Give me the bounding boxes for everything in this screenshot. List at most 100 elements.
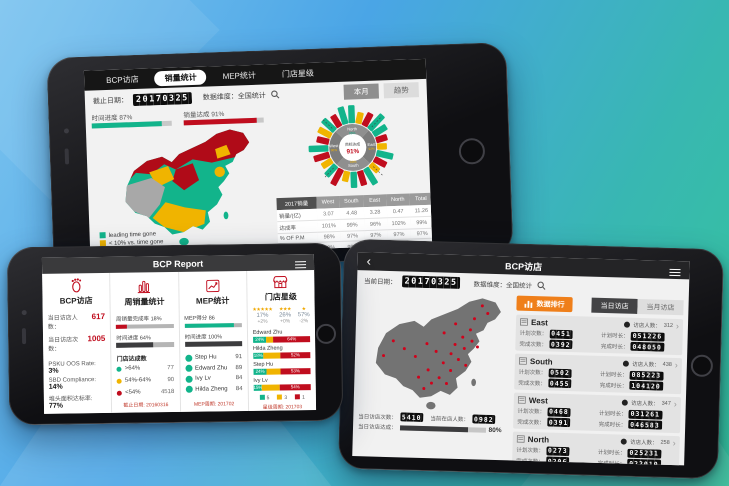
person-name: Step Hu	[253, 361, 274, 368]
store-icon	[516, 435, 525, 443]
trend-button[interactable]: 趋势	[383, 82, 419, 99]
tab-daily-visits[interactable]: 当日访店	[591, 297, 638, 314]
sales-progress: 销量达成 91%	[183, 107, 264, 126]
column-footer: MEP周期: 201702	[193, 401, 235, 408]
tab-store-rating[interactable]: 门店星级	[281, 68, 315, 79]
person-score-row: Ivy Lv 84	[185, 375, 242, 383]
tab-mep-stats[interactable]: MEP统计	[222, 70, 257, 81]
visits-stat: 当日访店次数： 1005	[48, 333, 106, 353]
quadrant-east-pct: 92%	[368, 147, 375, 151]
column-store-rating: 门店星级 ★★★★★ 17% +2% ★★★ 26% +0% ★ 57% -2% Edwar…	[247, 270, 316, 411]
person-score-row: Edward Zhu 89	[184, 364, 242, 372]
home-button[interactable]	[690, 354, 714, 378]
done-count-display: 0206	[545, 456, 570, 466]
metric: PSKU OOS Rate: 3%	[48, 361, 96, 375]
stacked-bar: 18% 52%	[253, 352, 311, 359]
menu-icon[interactable]	[294, 259, 307, 270]
people-dot-icon	[622, 399, 629, 406]
column-bcp-visits: BCP访店 当日访店人数： 617 当日访店次数： 1005 PSKU OOS Ra…	[42, 272, 113, 414]
metric: SBD Compliance: 14%	[48, 377, 97, 391]
region-card-north[interactable]: North 访店人数： 258 › 计划次数： 0273 计划时长： 025231 完成…	[511, 431, 680, 466]
radial-center-label: 目标达成	[345, 141, 360, 147]
quadrant-south-pct: 89%	[350, 160, 357, 164]
back-icon[interactable]: ‹	[366, 253, 372, 269]
quadrant-west-label: West	[329, 143, 339, 148]
quadrant-north-pct: 95%	[349, 131, 356, 135]
column-title: 门店星级	[264, 292, 297, 302]
home-button[interactable]	[458, 137, 486, 165]
tab-monthly-visits[interactable]: 当月访店	[637, 298, 684, 316]
home-button[interactable]	[315, 323, 337, 345]
plan-count-display: 0468	[546, 406, 571, 417]
footprint-icon	[71, 278, 81, 293]
person-score-row: Hilda Zheng 84	[185, 385, 243, 393]
china-choropleth-map	[123, 128, 253, 246]
plan-time-display: 051226	[630, 331, 665, 342]
column-title: MEP统计	[195, 296, 230, 306]
column-mep-stats: MEP统计 MEP得分 86 时间进度 100% Step Hu 91 Edwar…	[178, 270, 249, 412]
person-name: Ivy Lv	[253, 377, 268, 384]
visits-display: 5410	[399, 412, 424, 423]
tab-bcp-visits[interactable]: BCP访店	[106, 74, 139, 85]
chevron-right-icon: ›	[675, 321, 680, 332]
menu-icon[interactable]	[669, 267, 681, 278]
phone-sales-stats: BCP访店 销量统计 MEP统计 门店星级 截止日期： 20170325 数据维…	[46, 42, 514, 272]
person-score-row: Step Hu 91	[184, 354, 242, 362]
time-progress: 时间进度 87%	[91, 110, 172, 129]
radial-bars	[308, 105, 394, 189]
people-dot-icon	[624, 321, 631, 328]
done-count-display: 0391	[546, 417, 571, 428]
store-achievement-title: 门店达成数	[116, 356, 147, 363]
date-display: 20170325	[132, 91, 193, 106]
column-footer: 截止日期: 20160316	[123, 402, 169, 409]
region-card-south[interactable]: South 访店人数： 438 › 计划次数： 0502 计划时长： 085223 完成…	[514, 353, 683, 395]
chevron-right-icon: ›	[673, 399, 677, 410]
search-icon[interactable]	[537, 281, 546, 290]
column-title: BCP访店	[59, 296, 93, 306]
person-name: Hilda Zheng	[252, 345, 283, 352]
ranking-bars-icon	[524, 300, 533, 308]
dimension-label: 数据维度：全国统计	[202, 91, 266, 102]
plan-count-display: 0502	[548, 367, 572, 378]
legend-green-swatch	[99, 232, 106, 239]
metric: 堆头质量达标率: 85%	[49, 412, 106, 414]
mep-score-label: MEP得分 86	[184, 315, 215, 322]
data-ranking-button[interactable]: 数据排行	[516, 295, 573, 313]
instore-display: 0982	[471, 414, 496, 425]
region-name: West	[528, 395, 548, 405]
legend-row: 54%-64% 90	[116, 377, 174, 384]
done-time-display: 046583	[628, 419, 662, 430]
camera	[21, 310, 27, 316]
toolbar: 当前日期： 20170325 数据维度：全国统计	[357, 270, 689, 299]
month-button[interactable]: 本月	[343, 83, 380, 100]
region-name: South	[529, 356, 553, 367]
china-gray-map	[374, 295, 502, 410]
status-dot	[185, 385, 193, 393]
radial-target-chart: North 95% East 92% South 89% West 86% 目标…	[308, 105, 394, 189]
plan-count-display: 0273	[545, 445, 570, 456]
legend-row: >64% 77	[116, 365, 174, 372]
store-icon	[517, 396, 526, 404]
visit-period-tabs: 当日访店 当月访店	[591, 297, 684, 316]
status-dot	[184, 364, 193, 372]
visitors-stat: 当日访店人数： 617	[47, 311, 106, 331]
dimension-label: 数据维度：全国统计	[473, 281, 533, 290]
region-card-east[interactable]: East 访店人数： 312 › 计划次数： 0451 计划时长： 051226 完成次…	[515, 314, 684, 356]
radial-center-value: 91%	[346, 148, 359, 155]
done-time-display: 022010	[627, 458, 661, 466]
stacked-bar: 24% 53%	[253, 368, 311, 375]
quadrant-east-label: East	[367, 142, 376, 147]
region-card-west[interactable]: West 访店人数： 347 › 计划次数： 0468 计划时长： 031261 完成次…	[513, 392, 681, 434]
shop-icon	[273, 275, 288, 289]
tab-sales-stats[interactable]: 销量统计	[154, 69, 207, 86]
plan-time-display: 031261	[628, 409, 663, 420]
stacked-bar: 24% 64%	[252, 336, 311, 343]
phone-bcp-visits: ‹ BCP访店 当前日期： 20170325 数据维度：全国统计	[337, 238, 725, 480]
done-count-display: 0392	[548, 339, 573, 350]
person-name: Edward Zhu	[252, 329, 283, 336]
earpiece	[21, 328, 27, 345]
phone-bcp-report: BCP Report BCP访店 当日访店人数： 617 当日访店次数： 1005 …	[6, 242, 344, 426]
search-icon[interactable]	[271, 90, 280, 99]
map-dots	[382, 304, 490, 391]
